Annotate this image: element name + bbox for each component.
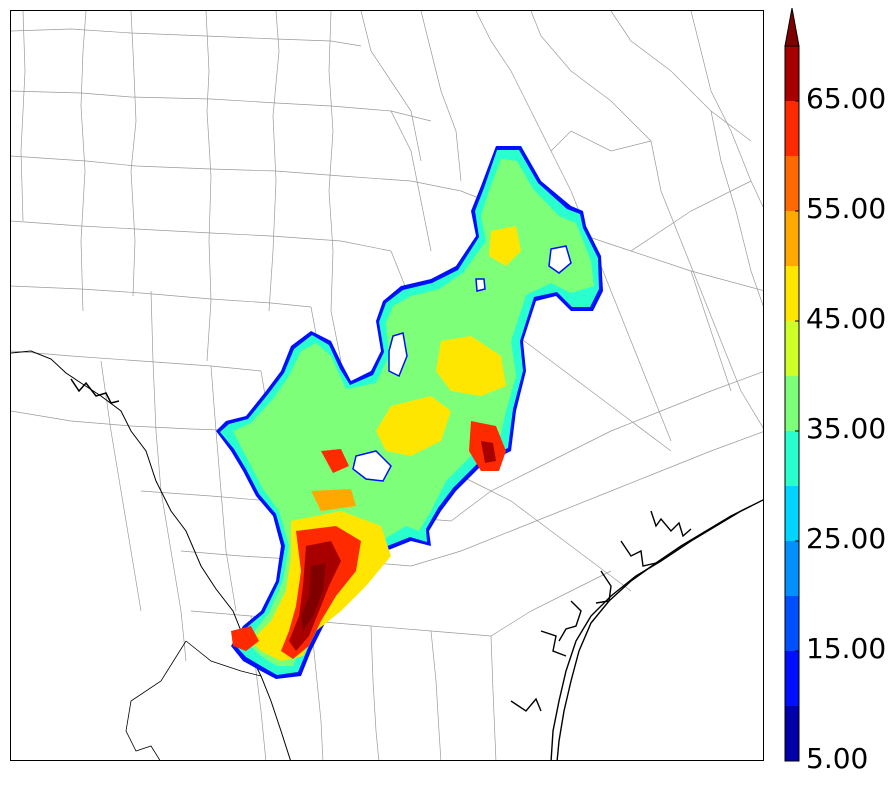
colorbar-segment	[785, 46, 799, 101]
colorbar-tick-label: 45.00	[806, 302, 887, 335]
rio-grande-border	[11, 350, 291, 760]
colorbar-tick-label: 25.00	[806, 522, 887, 555]
colorbar-segment	[785, 376, 799, 431]
colorbar-segment	[785, 101, 799, 156]
contour-level-55	[231, 626, 259, 651]
colorbar-tick-label: 15.00	[806, 632, 887, 665]
colorbar-segment	[785, 211, 799, 266]
contour-level-65	[481, 441, 496, 463]
colorbar-segment	[785, 156, 799, 211]
colorbar-segment	[785, 486, 799, 541]
colorbar-outline	[784, 45, 800, 762]
contour-level-70	[301, 563, 326, 631]
colorbar-tick-label: 65.00	[806, 82, 887, 115]
contour-hole	[475, 278, 486, 292]
colorbar-segment	[785, 541, 799, 596]
colorbar-extend-arrow	[784, 8, 800, 47]
colorbar-segment	[785, 596, 799, 651]
colorbar-segment	[785, 266, 799, 321]
contour-hole	[388, 332, 408, 378]
coastline	[510, 499, 763, 760]
colorbar-segment	[785, 706, 799, 761]
rainfall-field	[216, 146, 603, 679]
contour-level-45	[489, 226, 521, 266]
map-canvas	[11, 11, 763, 760]
contour-level-45	[311, 489, 356, 511]
contour-level-45	[436, 336, 506, 396]
colorbar-tick-label: 35.00	[806, 412, 887, 445]
contour-level-45	[376, 396, 451, 456]
map-panel	[10, 10, 764, 761]
contour-hole	[352, 450, 392, 482]
colorbar	[784, 8, 800, 762]
colorbar-tick-label: 55.00	[806, 192, 887, 225]
colorbar-ticks	[795, 100, 799, 762]
colorbar-segments	[784, 8, 800, 762]
contour-hole	[548, 245, 572, 274]
contour-level-55	[321, 449, 349, 473]
colorbar-segment	[785, 431, 799, 486]
colorbar-segment	[785, 321, 799, 376]
colorbar-tick-label: 5.00	[806, 742, 869, 775]
colorbar-segment	[785, 651, 799, 706]
